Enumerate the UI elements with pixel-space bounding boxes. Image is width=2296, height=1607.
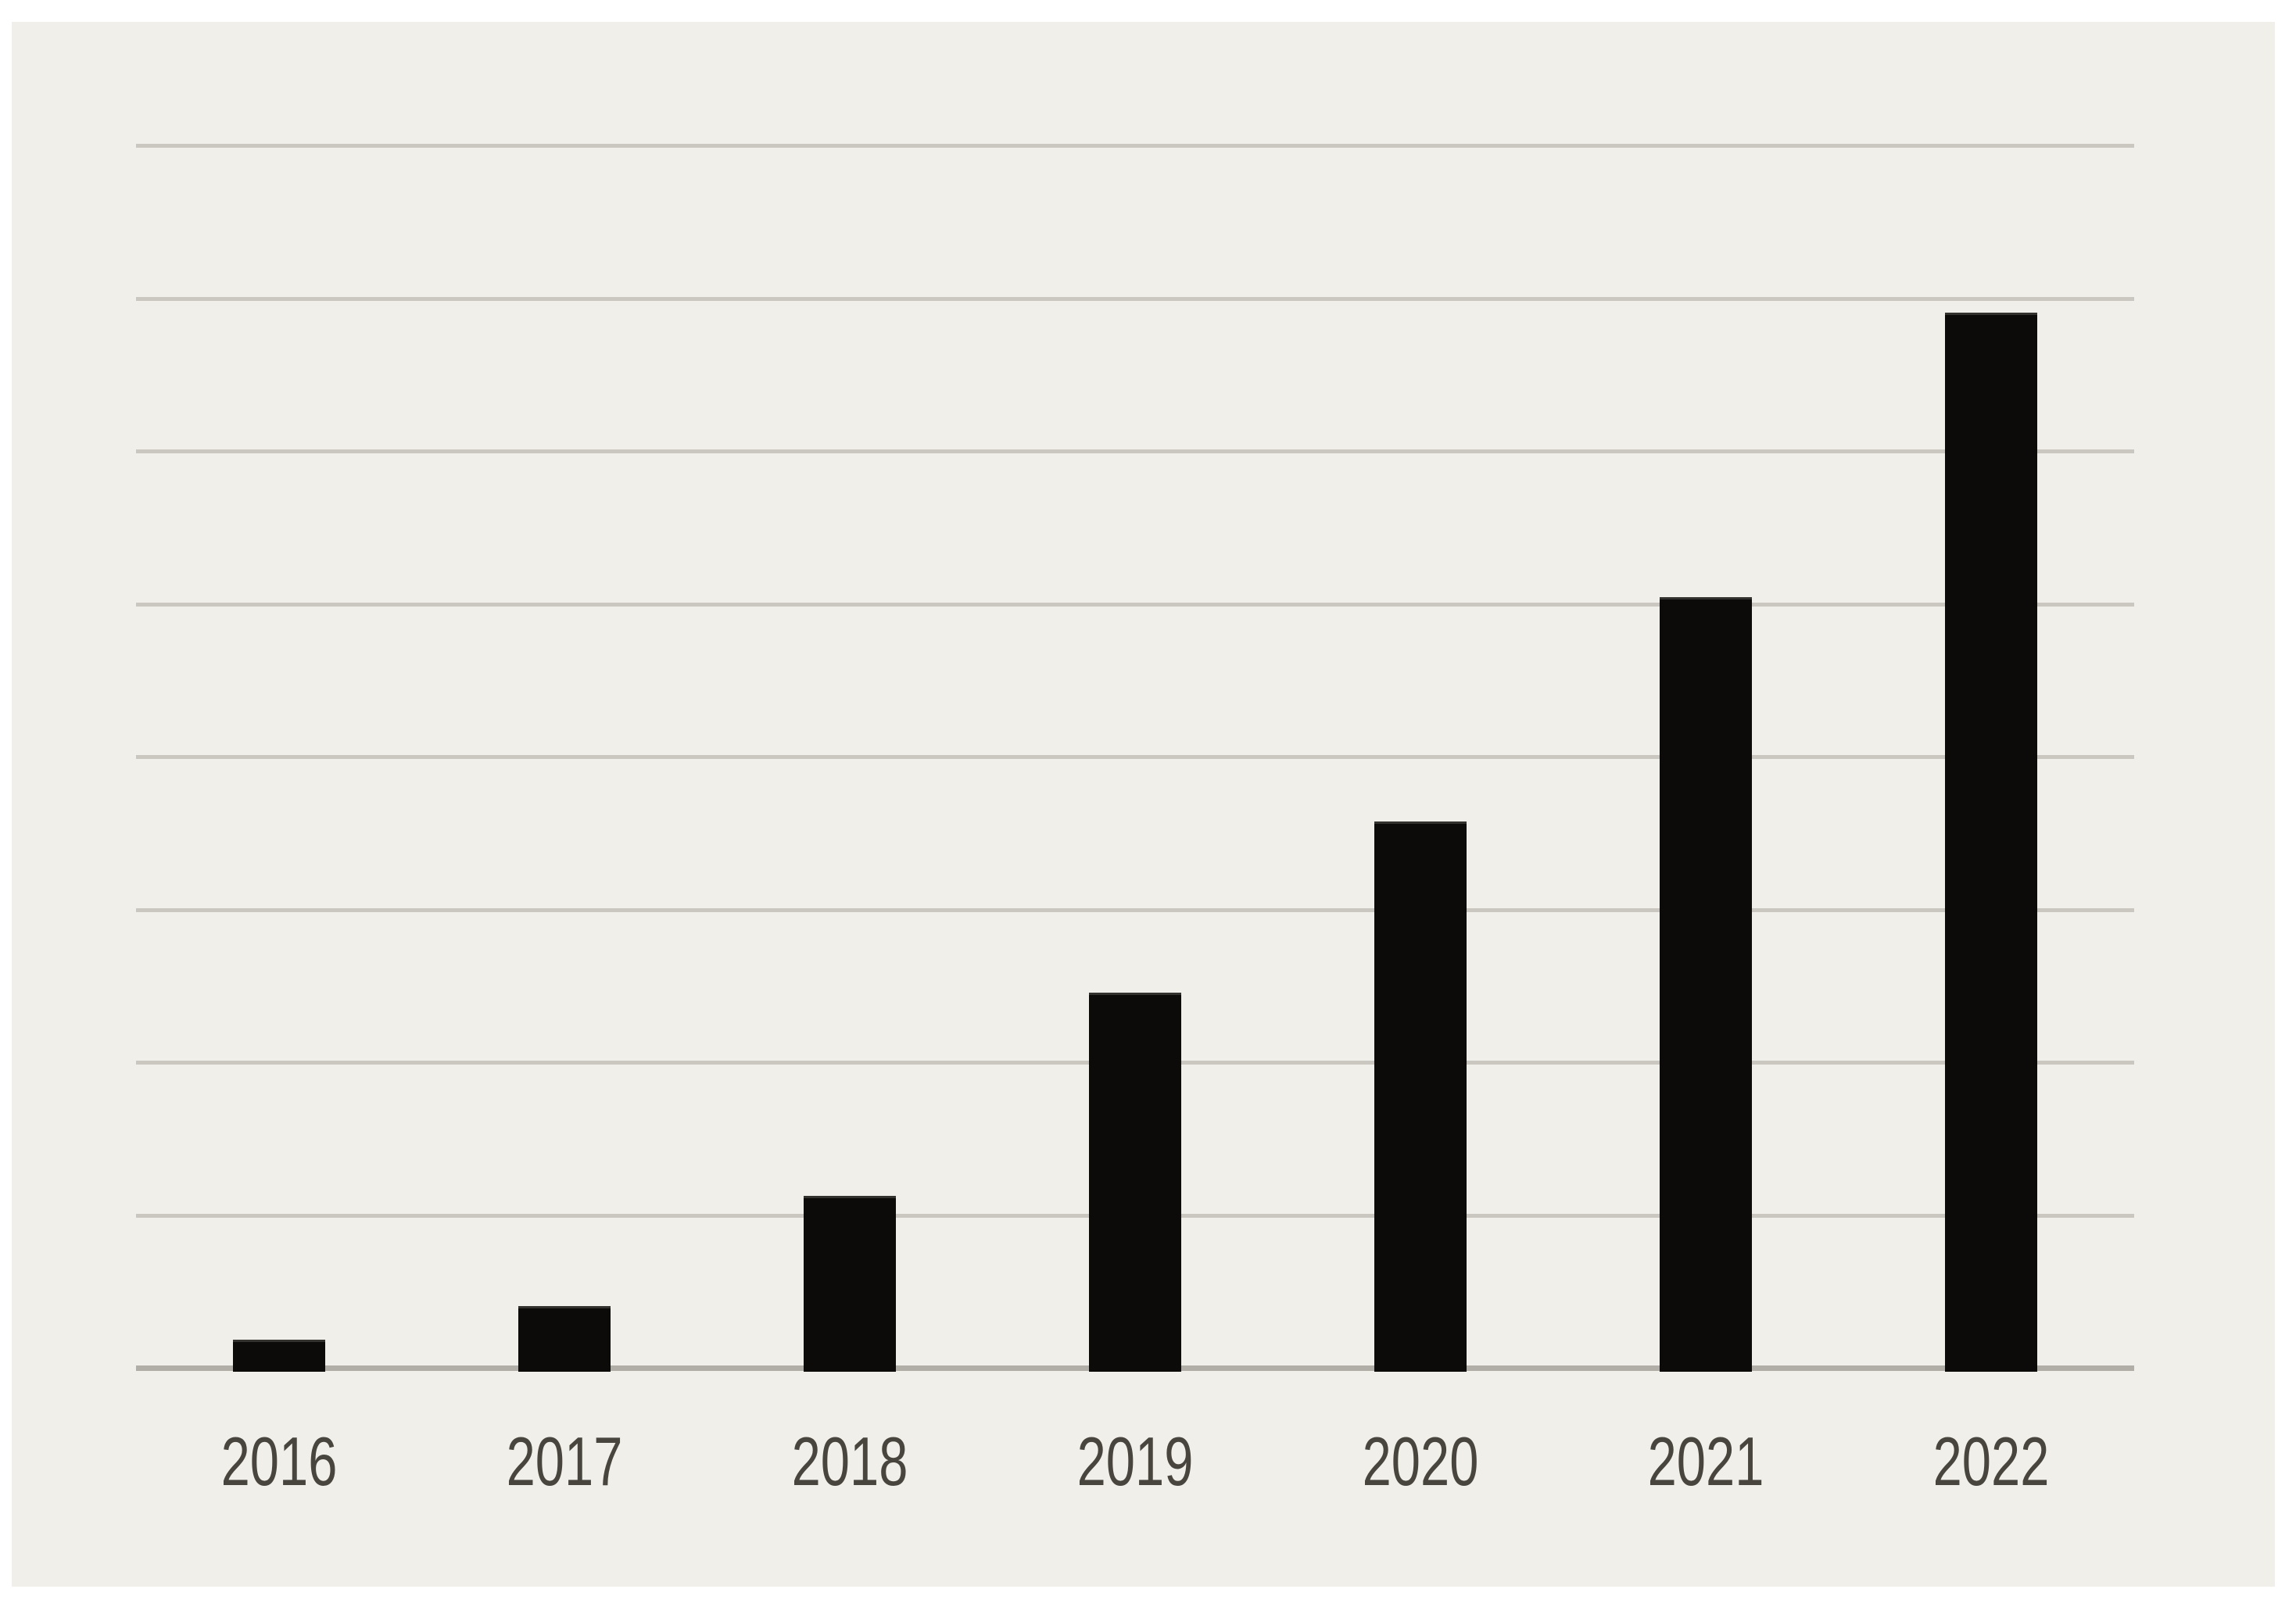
x-axis-label-2021: 2021 xyxy=(1647,1423,1764,1500)
x-axis-label-2017: 2017 xyxy=(506,1423,623,1500)
gridline xyxy=(136,144,2134,148)
x-axis-labels: 2016 2017 2018 2019 2020 2021 2022 xyxy=(136,1368,2134,1555)
chart-panel: 2016 2017 2018 2019 2020 2021 2022 xyxy=(12,22,2275,1587)
x-axis-label-2018: 2018 xyxy=(791,1423,908,1500)
x-axis-label-2022: 2022 xyxy=(1932,1423,2050,1500)
bar-2020 xyxy=(1374,821,1467,1372)
bar-2022 xyxy=(1945,313,2037,1372)
x-axis-label-2019: 2019 xyxy=(1076,1423,1194,1500)
gridline xyxy=(136,297,2134,301)
plot-area xyxy=(136,144,2134,1372)
bar-2016 xyxy=(233,1340,325,1372)
bar-2021 xyxy=(1660,597,1752,1372)
gridline xyxy=(136,449,2134,453)
x-axis-label-2016: 2016 xyxy=(220,1423,338,1500)
bar-2019 xyxy=(1089,993,1181,1372)
bar-2018 xyxy=(804,1196,896,1372)
gridline xyxy=(136,755,2134,759)
bar-2017 xyxy=(518,1306,611,1372)
gridline xyxy=(136,908,2134,912)
x-axis-label-2020: 2020 xyxy=(1362,1423,1479,1500)
gridline xyxy=(136,603,2134,607)
